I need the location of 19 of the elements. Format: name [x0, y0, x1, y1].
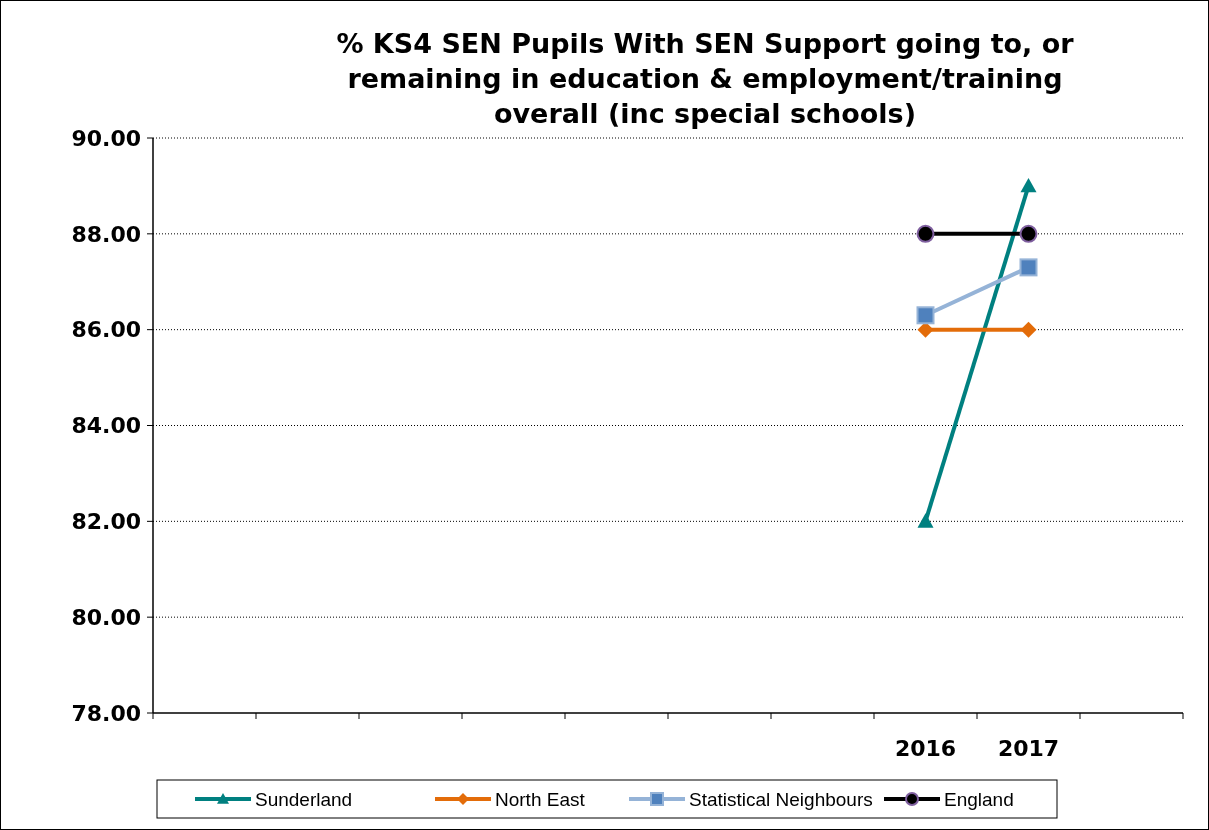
point: [916, 306, 935, 325]
point: [1019, 224, 1038, 243]
y-tick-label: 82.00: [71, 509, 141, 535]
y-tick-label: 78.00: [71, 700, 141, 726]
point: [1019, 258, 1038, 277]
y-tick-label: 88.00: [71, 221, 141, 247]
legend-label: England: [944, 788, 1014, 810]
legend-label: Statistical Neighbours: [689, 788, 873, 810]
y-tick-label: 90.00: [71, 125, 141, 151]
legend-label: North East: [495, 788, 586, 810]
point: [916, 224, 935, 243]
y-tick-label: 84.00: [71, 413, 141, 439]
x-tick-label: 2016: [894, 736, 957, 761]
y-tick-label: 80.00: [71, 604, 141, 630]
y-tick-label: 86.00: [71, 317, 141, 343]
chart-title: % KS4 SEN Pupils With SEN Support going to, or remaining in education & employment/training overall (inc special schools): [336, 28, 1075, 129]
x-tick-label: 2017: [997, 736, 1060, 761]
legend-label: Sunderland: [255, 788, 353, 810]
point: [1020, 321, 1037, 338]
